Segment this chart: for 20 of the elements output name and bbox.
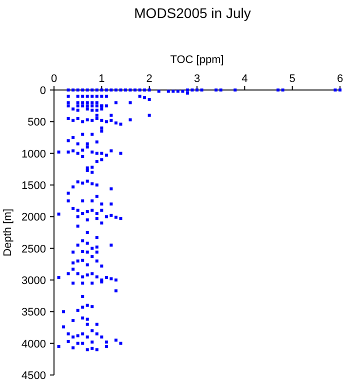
x-tick-label: 3 — [194, 73, 200, 85]
y-tick-label: 500 — [28, 116, 46, 129]
y-tick-label: 2500 — [22, 243, 46, 256]
y-tick-label: 4000 — [22, 338, 46, 350]
x-tick-label: 4 — [242, 73, 248, 85]
x-tick-label: 2 — [146, 73, 152, 85]
y-tick-label: 1500 — [22, 180, 46, 192]
y-tick-label: 3500 — [22, 306, 46, 319]
x-tick-label: 1 — [98, 73, 105, 85]
x-tick-label: 5 — [289, 73, 296, 85]
y-tick-label: 4500 — [22, 370, 46, 382]
y-axis-title: Depth [m] — [2, 208, 14, 256]
y-tick-label: 0 — [40, 85, 46, 97]
x-axis-title: TOC [ppm] — [170, 54, 224, 66]
y-tick-label: 1000 — [22, 148, 46, 160]
chart-title: MODS2005 in July — [134, 5, 251, 21]
x-tick-label: 0 — [50, 73, 58, 85]
y-tick-label: 3000 — [22, 275, 46, 287]
y-tick-label: 2000 — [22, 212, 46, 224]
x-tick-label: 6 — [336, 73, 344, 85]
